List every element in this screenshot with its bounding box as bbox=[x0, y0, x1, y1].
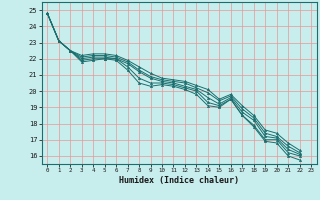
X-axis label: Humidex (Indice chaleur): Humidex (Indice chaleur) bbox=[119, 176, 239, 185]
